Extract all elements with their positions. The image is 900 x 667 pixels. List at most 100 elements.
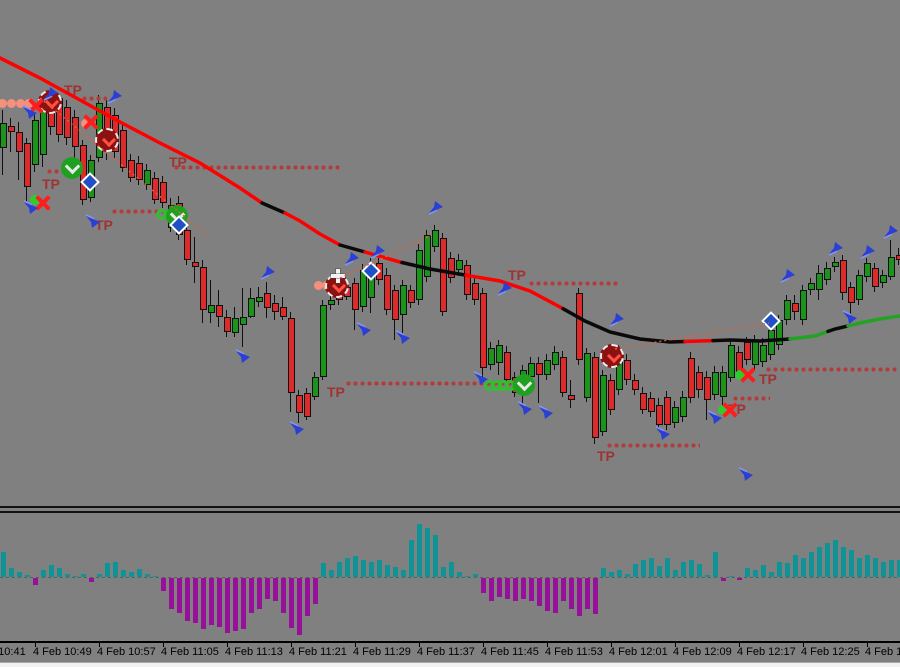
histogram-bar-up	[833, 540, 838, 577]
histogram-bar-down	[233, 578, 238, 631]
candle	[760, 345, 767, 362]
time-label: 4 Feb 11:45	[481, 646, 539, 658]
time-tick	[739, 643, 740, 647]
histogram-bar-down	[593, 578, 598, 614]
candle	[720, 372, 727, 397]
histogram-bar-up	[321, 563, 326, 577]
time-tick	[867, 643, 868, 647]
time-tick	[803, 643, 804, 647]
candle	[288, 318, 295, 393]
tp-dotted-level	[766, 367, 899, 372]
histogram-bar-up	[337, 562, 342, 577]
histogram-bar-down	[521, 578, 526, 599]
histogram-bar-up	[329, 570, 334, 577]
candle-wick	[10, 118, 11, 152]
candle	[856, 275, 863, 300]
histogram-bar-up	[841, 547, 846, 577]
candle	[432, 230, 439, 247]
candle	[160, 182, 167, 203]
histogram-bar-down	[505, 578, 510, 599]
pane-separator[interactable]	[0, 511, 900, 513]
candle	[544, 360, 551, 375]
histogram-bar-down	[201, 578, 206, 629]
candle	[568, 395, 575, 400]
candle	[72, 117, 79, 147]
histogram-bar-up	[625, 574, 630, 577]
tp-dotted-level	[174, 165, 341, 170]
histogram-bar-up	[697, 564, 702, 577]
time-label: 4 Feb 12:09	[673, 646, 732, 658]
candle	[672, 407, 679, 423]
time-axis-border	[0, 641, 900, 643]
candle	[416, 250, 423, 300]
candle	[592, 357, 599, 438]
histogram-bar-up	[449, 562, 454, 577]
histogram-bar-down	[257, 578, 262, 609]
histogram-bar-up	[705, 575, 710, 577]
price-chart-pane[interactable]: TP TP TP TP TP TP TP TP TP	[0, 0, 900, 506]
candle	[680, 397, 687, 417]
candle	[768, 330, 775, 355]
histogram-bar-up	[881, 562, 886, 577]
histogram-bar-up	[41, 570, 46, 577]
histogram-bar-up	[377, 560, 382, 577]
zero-line	[0, 577, 900, 578]
histogram-bar-down	[489, 578, 494, 601]
candle	[408, 290, 415, 303]
histogram-bar-up	[417, 524, 422, 577]
time-label: 4 Feb 10:49	[33, 646, 92, 658]
time-label: 4 Feb 12:01	[609, 646, 668, 658]
histogram-bar-down	[545, 578, 550, 611]
histogram-bar-up	[361, 560, 366, 577]
histogram-bar-up	[465, 576, 470, 577]
histogram-bar-up	[825, 543, 830, 577]
histogram-bar-up	[849, 550, 854, 577]
histogram-bar-down	[217, 578, 222, 627]
candle	[272, 303, 279, 312]
time-tick	[419, 643, 420, 647]
pane-separator[interactable]	[0, 506, 900, 508]
candle	[208, 305, 215, 313]
histogram-bar-up	[681, 562, 686, 577]
candle	[448, 258, 455, 278]
histogram-bar-up	[441, 567, 446, 577]
candle	[120, 130, 127, 168]
candle	[352, 283, 359, 310]
time-tick	[547, 643, 548, 647]
time-tick	[35, 643, 36, 647]
candle	[0, 123, 7, 148]
candle	[888, 257, 895, 277]
histogram-bar-up	[345, 558, 350, 577]
time-tick	[675, 643, 676, 647]
candle	[152, 178, 159, 200]
histogram-bar-down	[577, 578, 582, 616]
candle	[216, 305, 223, 317]
tp-label: TP	[759, 371, 777, 387]
candle	[560, 357, 567, 393]
time-label: 4 Feb 11:29	[353, 646, 411, 658]
time-tick	[483, 643, 484, 647]
close-x-icon	[27, 97, 45, 115]
histogram-bar-up	[649, 558, 654, 577]
oscillator-pane[interactable]	[0, 515, 900, 640]
candle	[312, 377, 319, 397]
histogram-bar-up	[633, 564, 638, 577]
histogram-bar-up	[81, 574, 86, 577]
tp-label: TP	[42, 176, 60, 192]
histogram-bar-up	[641, 560, 646, 577]
candle	[640, 393, 647, 410]
candle	[504, 352, 511, 380]
histogram-bar-down	[513, 578, 518, 601]
histogram-bar-up	[25, 575, 30, 577]
histogram-bar-down	[249, 578, 254, 613]
candle	[880, 275, 887, 283]
histogram-bar-up	[433, 535, 438, 577]
histogram-bar-down	[561, 578, 566, 601]
histogram-bar-up	[121, 570, 126, 577]
histogram-bar-down	[33, 578, 38, 585]
candle	[744, 342, 751, 360]
histogram-bar-down	[297, 578, 302, 635]
time-label: 4 Feb 11:37	[417, 646, 475, 658]
time-axis[interactable]: 4 Feb 10:41 4 Feb 10:49 4 Feb 10:57 4 Feb 1…	[0, 643, 900, 662]
candle	[224, 317, 231, 332]
